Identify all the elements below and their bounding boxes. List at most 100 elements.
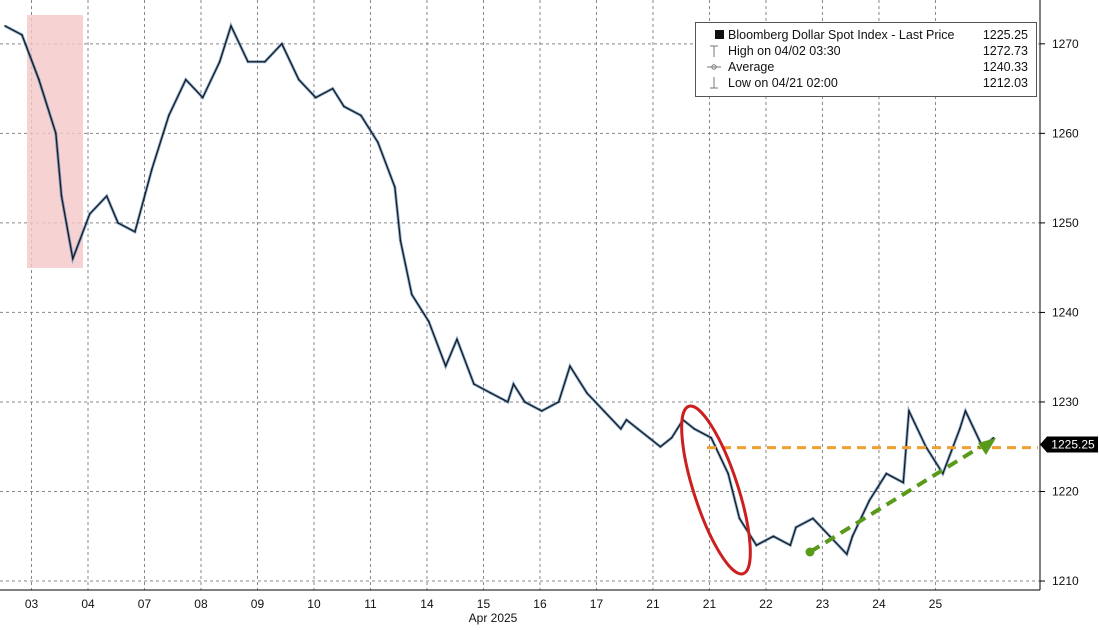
data-point	[88, 213, 91, 215]
data-point	[755, 544, 758, 547]
data-point	[959, 428, 961, 430]
highlight-ellipse	[680, 404, 752, 576]
x-tick-label: 15	[477, 597, 491, 611]
data-point	[523, 401, 526, 403]
data-point	[247, 60, 249, 63]
data-point	[55, 132, 57, 135]
y-tick-label: 1260	[1052, 126, 1079, 140]
legend-row-average: Average 1240.33	[696, 59, 1036, 75]
data-point	[230, 25, 232, 27]
data-point	[377, 141, 379, 144]
x-tick-label: 21	[703, 597, 717, 611]
data-point	[427, 320, 430, 323]
data-point	[964, 410, 967, 412]
x-tick-label: 10	[307, 597, 321, 611]
data-point	[829, 535, 831, 538]
data-point	[710, 436, 713, 439]
data-point	[394, 186, 396, 188]
data-point	[60, 195, 63, 197]
data-point	[444, 365, 447, 367]
last-price-tag	[1040, 436, 1098, 453]
data-point	[586, 392, 588, 394]
x-tick-label: 04	[81, 597, 95, 611]
low-marker-icon	[702, 75, 726, 91]
data-point	[942, 472, 944, 475]
data-point	[812, 517, 814, 520]
x-tick-label: 08	[194, 597, 208, 611]
data-point	[105, 195, 108, 197]
x-tick-label: 14	[420, 597, 434, 611]
data-point	[264, 60, 266, 63]
data-point	[360, 114, 362, 117]
x-tick-label: 24	[872, 597, 886, 611]
legend-row-last-price: Bloomberg Dollar Spot Index - Last Price…	[696, 27, 1036, 43]
data-point	[399, 240, 402, 242]
data-point	[456, 338, 458, 341]
shaded-region	[27, 15, 83, 268]
data-point	[297, 78, 300, 81]
series-line-shadow	[4, 21, 995, 558]
data-point	[636, 428, 639, 430]
data-point	[846, 553, 848, 555]
data-point	[134, 231, 136, 233]
x-tick-label: 17	[590, 597, 604, 611]
trend-arrow-head	[978, 438, 996, 455]
data-point	[184, 78, 187, 81]
series-layer	[4, 21, 995, 558]
last-price-label: 1225.25	[1051, 438, 1095, 452]
legend-row-low: Low on 04/21 02:00 1212.03	[696, 75, 1036, 91]
data-point	[727, 472, 729, 475]
legend-label: Average	[728, 60, 775, 74]
filled-square-icon	[702, 27, 726, 43]
data-point	[38, 78, 40, 81]
data-point	[281, 43, 283, 45]
data-point	[625, 419, 628, 421]
legend-value: 1225.25	[982, 28, 1028, 42]
data-point	[71, 257, 74, 260]
data-point	[540, 410, 543, 412]
y-tick-label: 1270	[1052, 37, 1079, 51]
legend: Bloomberg Dollar Spot Index - Last Price…	[695, 22, 1037, 97]
data-point	[795, 526, 797, 529]
average-marker-icon	[702, 59, 726, 75]
y-tick-label: 1220	[1052, 485, 1079, 499]
data-point	[603, 410, 605, 412]
y-tick-label: 1210	[1052, 574, 1079, 588]
data-point	[21, 34, 23, 36]
data-point	[670, 436, 673, 439]
legend-label: Low on 04/21 02:00	[728, 76, 838, 90]
data-point	[693, 428, 696, 430]
y-tick-label: 1230	[1052, 395, 1079, 409]
x-tick-label: 11	[364, 597, 377, 611]
high-marker-icon	[702, 43, 726, 59]
x-tick-label: 03	[25, 597, 39, 611]
y-tick-label: 1250	[1052, 216, 1079, 230]
data-point	[331, 87, 334, 90]
x-tick-label: 25	[929, 597, 943, 611]
data-point	[908, 410, 910, 412]
legend-value: 1240.33	[982, 60, 1028, 74]
shade-layer	[27, 15, 83, 268]
data-point	[218, 60, 221, 63]
data-point	[569, 365, 571, 367]
data-point	[885, 472, 888, 475]
data-point	[473, 383, 475, 385]
legend-row-high: High on 04/02 03:30 1272.73	[696, 43, 1036, 59]
legend-value: 1272.73	[982, 44, 1028, 58]
data-point	[738, 517, 741, 520]
data-point	[410, 293, 413, 296]
data-point	[490, 392, 492, 394]
data-point	[676, 428, 679, 430]
data-point	[151, 168, 153, 170]
data-point	[168, 114, 170, 117]
data-point	[992, 436, 995, 439]
x-tick-label: 16	[533, 597, 547, 611]
trend-arrow-line	[808, 445, 982, 554]
data-point	[343, 105, 345, 108]
series-line	[4, 24, 995, 556]
y-tick-label: 1240	[1052, 305, 1079, 319]
legend-value: 1212.03	[982, 76, 1028, 90]
